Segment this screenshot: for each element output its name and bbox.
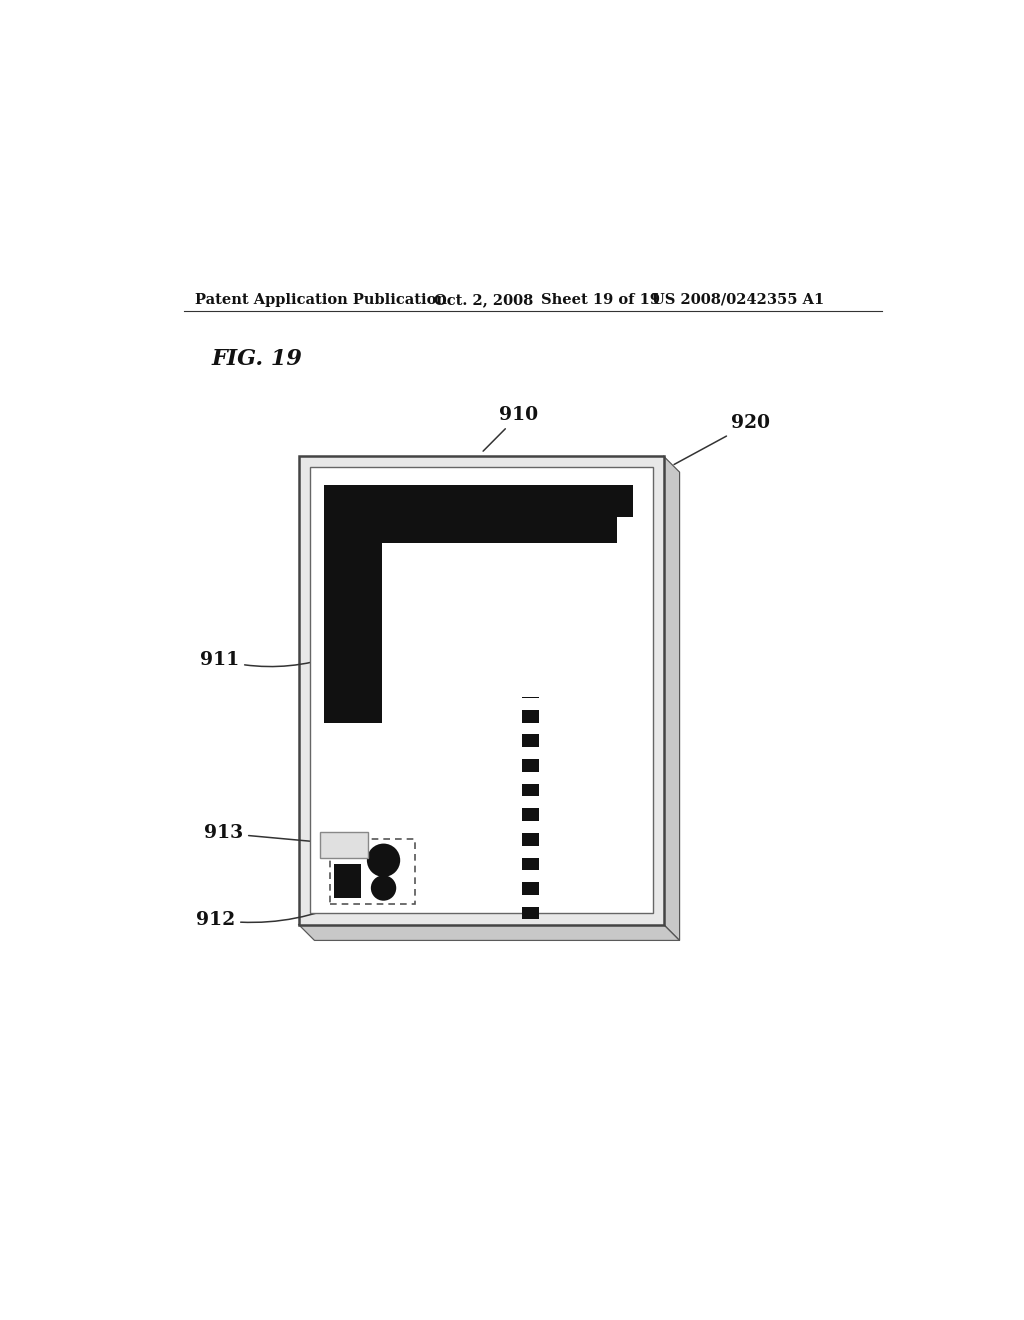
Bar [324, 516, 355, 723]
Text: 920: 920 [674, 414, 770, 465]
Bar [521, 734, 540, 747]
Text: 913: 913 [204, 824, 350, 845]
Bar [521, 808, 540, 821]
Bar [521, 710, 540, 722]
Bar [521, 882, 540, 895]
Text: Patent Application Publication: Patent Application Publication [196, 293, 447, 308]
Bar [521, 858, 540, 870]
Bar [334, 865, 360, 898]
Bar [521, 759, 540, 772]
Circle shape [371, 875, 396, 900]
Bar [324, 484, 633, 516]
Bar [382, 543, 616, 697]
Circle shape [367, 843, 400, 876]
Bar [309, 467, 652, 913]
Bar [521, 907, 540, 920]
Text: FIG. 19: FIG. 19 [211, 347, 302, 370]
Bar [355, 543, 382, 723]
Bar [521, 636, 540, 649]
Bar [355, 516, 616, 543]
Bar [521, 833, 540, 846]
Bar [299, 457, 664, 924]
Polygon shape [299, 924, 680, 940]
Text: 910: 910 [483, 407, 539, 451]
Text: Sheet 19 of 19: Sheet 19 of 19 [541, 293, 659, 308]
Bar [321, 833, 368, 858]
Bar [355, 516, 633, 692]
Bar [521, 685, 540, 698]
Polygon shape [664, 457, 680, 940]
Bar [521, 611, 540, 624]
Text: 911: 911 [200, 651, 334, 669]
Bar [330, 838, 416, 904]
Bar [521, 661, 540, 673]
Bar [521, 784, 540, 796]
Text: Oct. 2, 2008: Oct. 2, 2008 [433, 293, 532, 308]
Text: US 2008/0242355 A1: US 2008/0242355 A1 [652, 293, 824, 308]
Text: 912: 912 [196, 902, 348, 929]
